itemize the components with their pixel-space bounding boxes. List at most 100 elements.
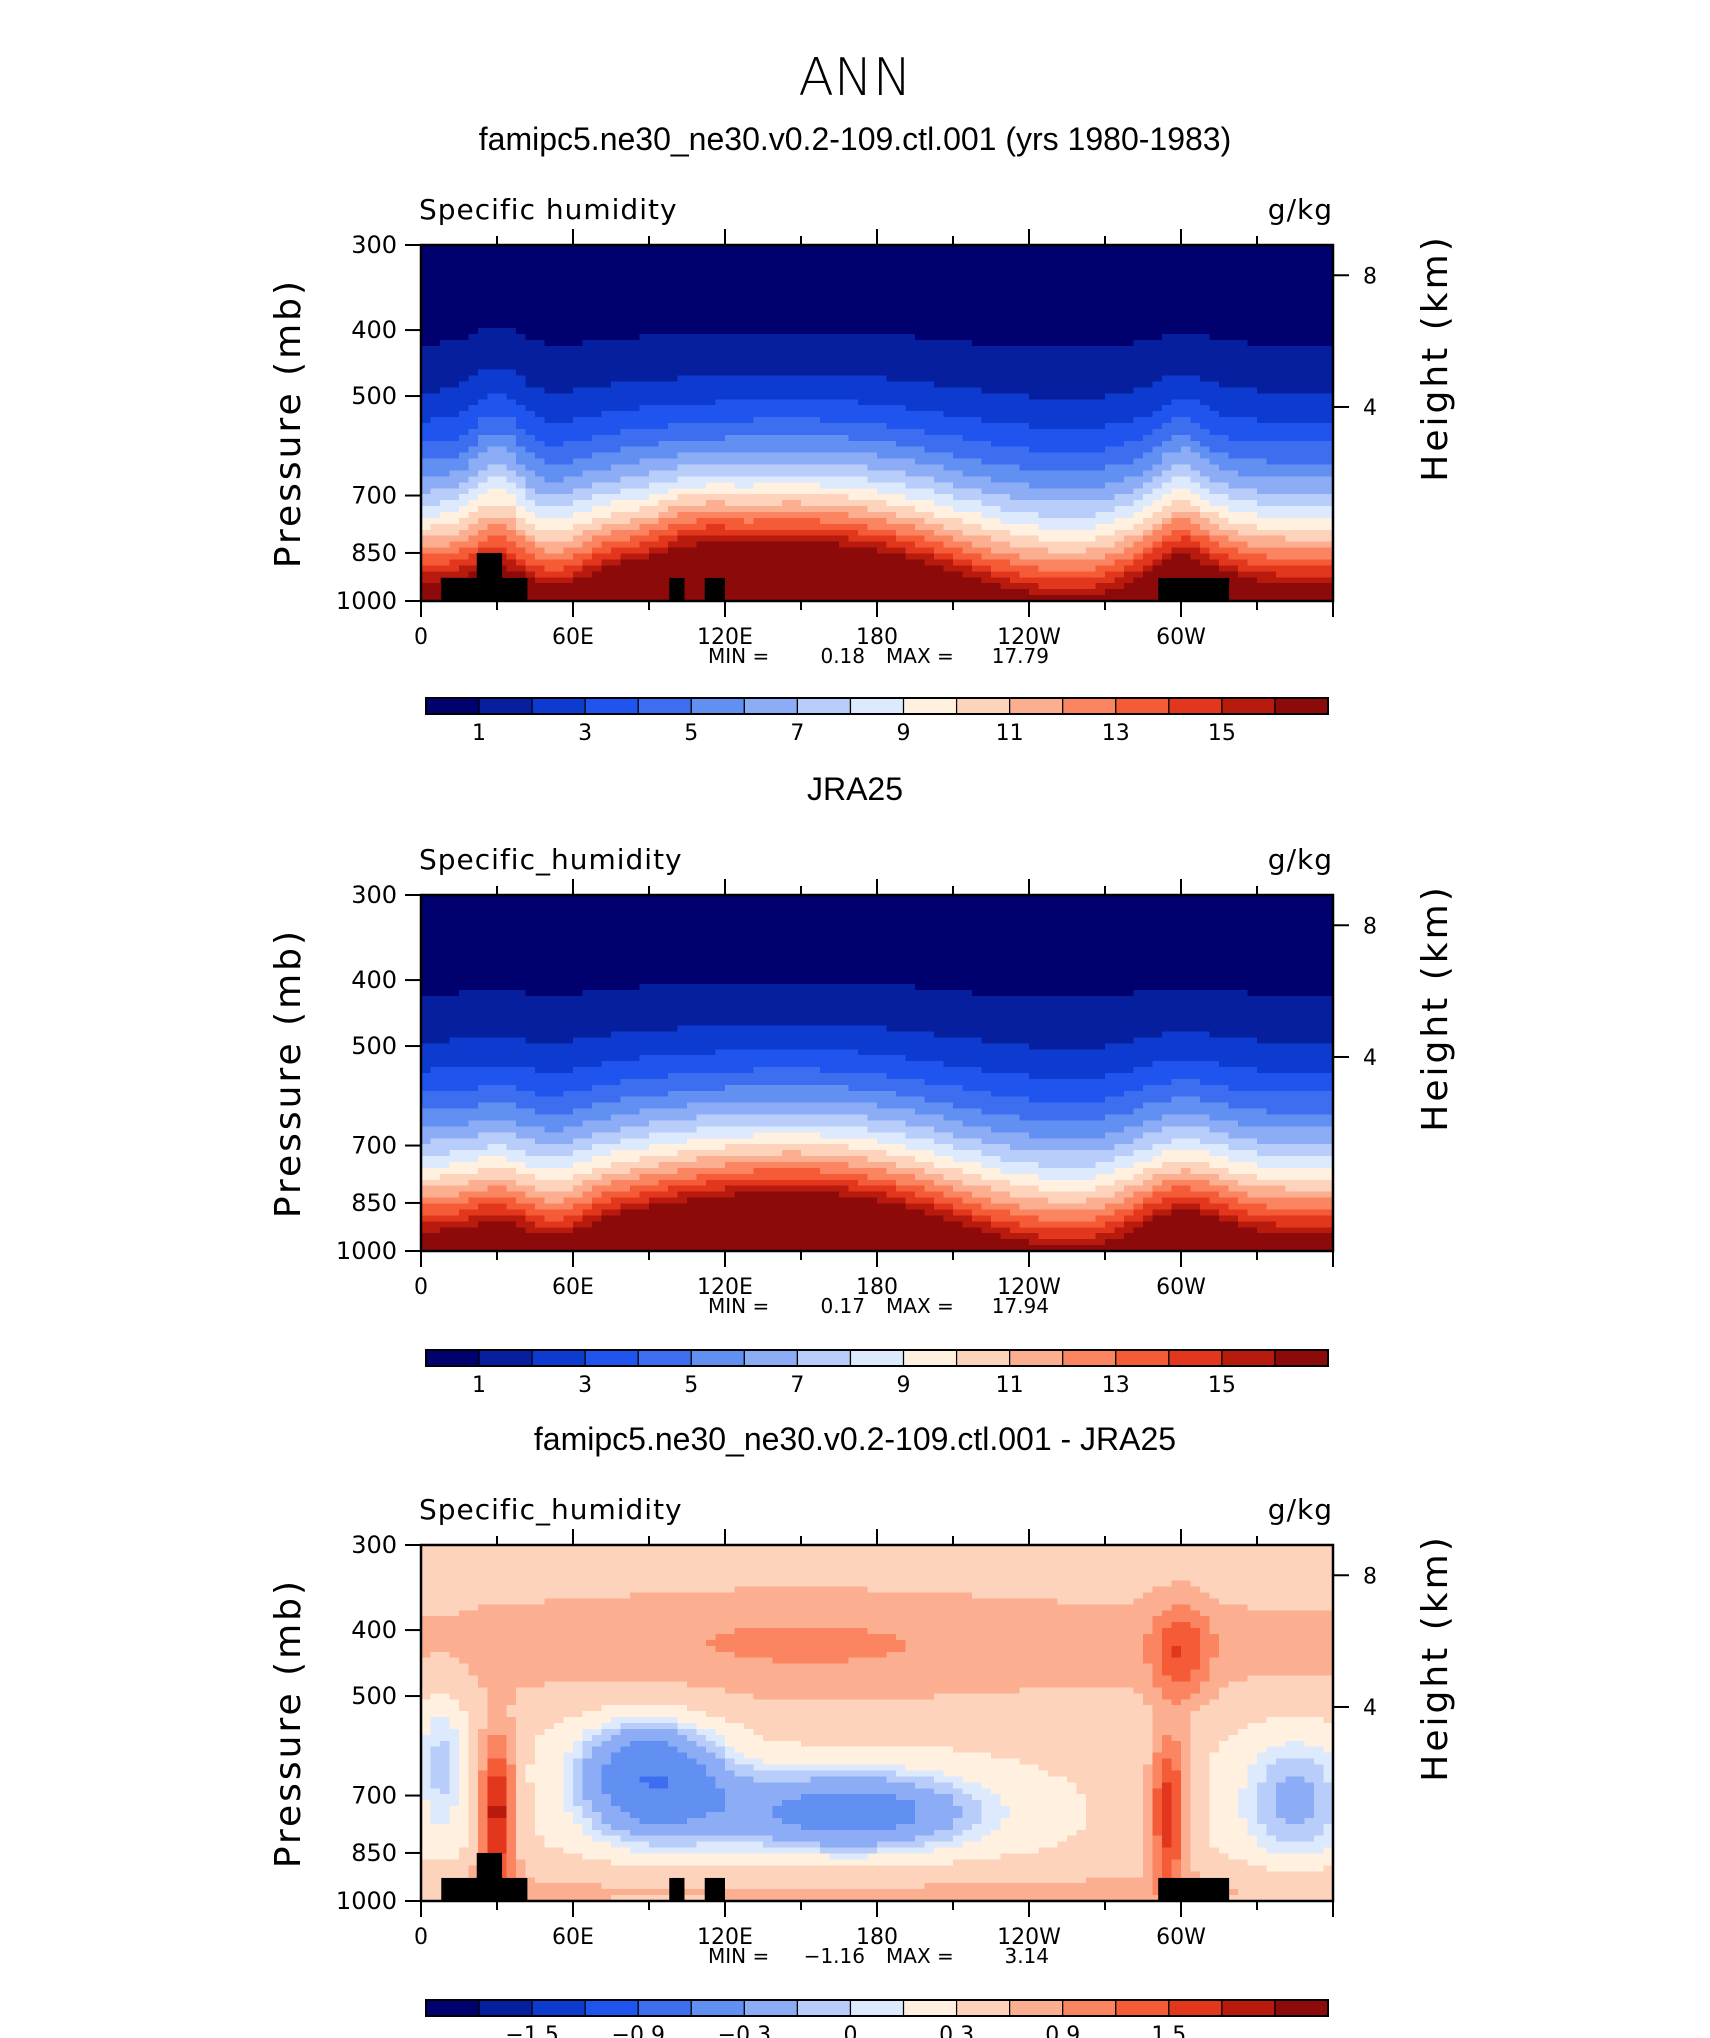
contour-cell [639, 405, 650, 412]
contour-cell [953, 334, 964, 341]
contour-cell [554, 357, 565, 365]
contour-cell [820, 494, 831, 501]
contour-cell [1095, 476, 1106, 483]
contour-cell [1152, 399, 1163, 406]
contour-cell [582, 535, 593, 543]
contour-cell [601, 351, 612, 359]
contour-cell [1038, 357, 1049, 365]
contour-cell [1114, 470, 1125, 477]
contour-cell [810, 375, 821, 383]
contour-cell [772, 411, 783, 418]
contour-cell [687, 292, 698, 299]
contour-cell [630, 500, 641, 507]
contour-cell [1209, 256, 1220, 264]
contour-cell [1304, 547, 1315, 555]
contour-cell [1010, 268, 1021, 276]
contour-cell [991, 464, 1002, 472]
contour-cell [848, 381, 859, 388]
contour-cell [1067, 292, 1078, 299]
contour-cell [991, 334, 1002, 341]
contour-cell [829, 399, 840, 406]
contour-cell [421, 523, 432, 531]
contour-cell [639, 381, 650, 388]
contour-cell [1143, 286, 1154, 294]
contour-cell [1181, 369, 1192, 377]
contour-cell [1133, 369, 1144, 377]
contour-cell [1209, 381, 1220, 388]
contour-cell [981, 334, 992, 341]
contour-cell [1038, 482, 1049, 489]
contour-cell [1057, 446, 1068, 454]
contour-cell [563, 334, 574, 341]
contour-cell [734, 351, 745, 359]
contour-cell [772, 387, 783, 394]
contour-cell [1152, 529, 1163, 537]
contour-cell [468, 529, 479, 537]
contour-cell [1200, 262, 1211, 270]
contour-cell [620, 494, 631, 501]
contour-cell [440, 488, 451, 495]
contour-cell [839, 547, 850, 555]
contour-cell [601, 316, 612, 323]
contour-cell [440, 334, 451, 341]
contour-cell [478, 292, 489, 299]
contour-cell [468, 470, 479, 477]
contour-cell [991, 280, 1002, 288]
contour-cell [544, 292, 555, 299]
contour-cell [1257, 245, 1268, 252]
contour-cell [734, 464, 745, 472]
contour-cell [943, 262, 954, 270]
contour-cell [915, 417, 926, 424]
contour-cell [706, 363, 717, 371]
contour-cell [810, 286, 821, 294]
contour-cell [658, 428, 669, 436]
contour-cell [459, 268, 470, 276]
contour-cell [1010, 304, 1021, 311]
contour-cell [734, 381, 745, 388]
contour-cell [1266, 387, 1277, 394]
contour-cell [525, 357, 536, 365]
contour-cell [896, 387, 907, 394]
contour-cell [1323, 535, 1334, 543]
contour-cell [449, 494, 460, 501]
contour-cell [516, 268, 527, 276]
contour-cell [1295, 369, 1306, 377]
contour-cell [1285, 339, 1296, 347]
contour-cell [677, 446, 688, 454]
contour-cell [1105, 256, 1116, 264]
contour-cell [1171, 529, 1182, 537]
contour-cell [1048, 482, 1059, 489]
contour-cell [1048, 523, 1059, 531]
contour-cell [782, 458, 793, 466]
contour-cell [801, 280, 812, 288]
contour-cell [677, 517, 688, 525]
contour-cell [630, 428, 641, 436]
contour-cell [1067, 434, 1078, 442]
contour-cell [468, 316, 479, 323]
contour-cell [1124, 464, 1135, 472]
contour-cell [611, 500, 622, 507]
contour-cell [1238, 322, 1249, 329]
contour-cell [962, 387, 973, 394]
contour-cell [1010, 517, 1021, 525]
contour-cell [1247, 280, 1258, 288]
contour-cell [886, 535, 897, 543]
contour-cell [468, 541, 479, 549]
contour-cell [725, 363, 736, 371]
contour-cell [848, 476, 859, 483]
contour-cell [1076, 482, 1087, 489]
contour-cell [1200, 357, 1211, 365]
contour-cell [877, 547, 888, 555]
contour-cell [943, 411, 954, 418]
contour-cell [1000, 523, 1011, 531]
contour-cell [677, 250, 688, 258]
contour-cell [487, 523, 498, 531]
contour-cell [1323, 482, 1334, 489]
contour-cell [905, 387, 916, 394]
contour-cell [943, 482, 954, 489]
contour-cell [563, 535, 574, 543]
contour-cell [1314, 428, 1325, 436]
contour-cell [449, 310, 460, 317]
contour-cell [1219, 411, 1230, 418]
contour-cell [478, 464, 489, 472]
